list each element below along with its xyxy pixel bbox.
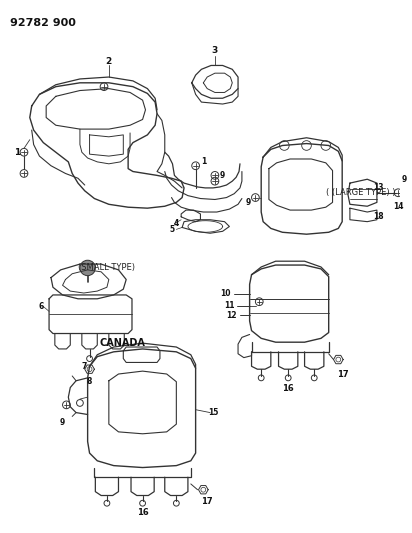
Text: 17: 17 — [337, 370, 349, 379]
Text: 14: 14 — [393, 201, 403, 211]
Text: 15: 15 — [208, 408, 218, 417]
Text: 9: 9 — [246, 198, 251, 207]
Text: 10: 10 — [220, 289, 230, 298]
Text: 11: 11 — [224, 301, 234, 310]
Text: (SMALL TYPE): (SMALL TYPE) — [78, 263, 135, 272]
Text: 16: 16 — [137, 508, 148, 518]
Text: CANADA: CANADA — [99, 338, 145, 348]
Text: 1: 1 — [201, 157, 206, 166]
Text: 9: 9 — [401, 175, 407, 184]
Text: 2: 2 — [106, 57, 112, 66]
Text: 3: 3 — [212, 46, 218, 55]
Text: 16: 16 — [282, 384, 294, 393]
Text: 13: 13 — [374, 183, 384, 192]
Text: 7: 7 — [81, 362, 87, 371]
Text: 17: 17 — [201, 497, 213, 506]
Text: 4: 4 — [174, 219, 179, 228]
Text: 9: 9 — [220, 171, 225, 180]
Text: ( (LARGE TYPE) ): ( (LARGE TYPE) ) — [326, 188, 395, 197]
Text: 9: 9 — [60, 418, 65, 427]
Text: 8: 8 — [87, 377, 92, 386]
Circle shape — [80, 260, 95, 276]
Text: 1: 1 — [14, 148, 20, 157]
Text: 5: 5 — [170, 225, 175, 234]
Text: 92782 900: 92782 900 — [10, 18, 76, 28]
Text: 12: 12 — [227, 311, 237, 320]
Text: 18: 18 — [374, 212, 384, 221]
Text: 6: 6 — [39, 302, 44, 311]
